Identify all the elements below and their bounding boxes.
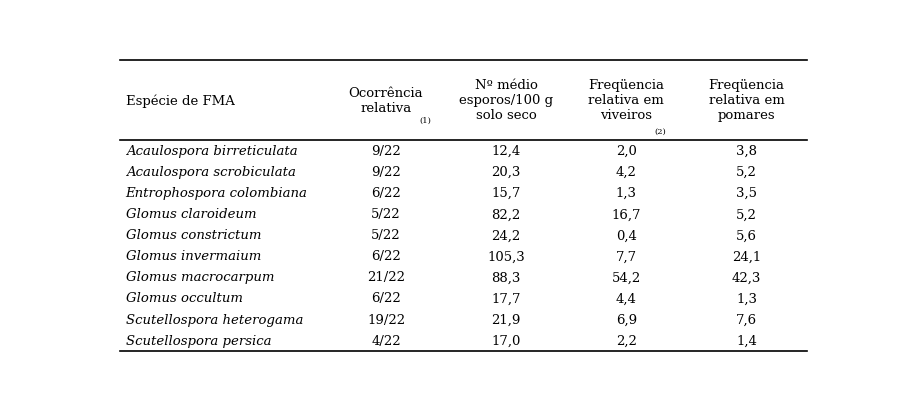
Text: Entrophospora colombiana: Entrophospora colombiana xyxy=(126,187,307,200)
Text: 5/22: 5/22 xyxy=(371,208,400,221)
Text: 82,2: 82,2 xyxy=(491,208,520,221)
Text: 6/22: 6/22 xyxy=(371,250,401,263)
Text: 7,6: 7,6 xyxy=(735,313,756,326)
Text: 24,1: 24,1 xyxy=(731,250,760,263)
Text: Ocorrência
relativa: Ocorrência relativa xyxy=(349,87,423,115)
Text: 24,2: 24,2 xyxy=(491,229,520,242)
Text: 1,4: 1,4 xyxy=(735,334,756,347)
Text: Glomus macrocarpum: Glomus macrocarpum xyxy=(126,271,274,284)
Text: 6/22: 6/22 xyxy=(371,292,401,305)
Text: (2): (2) xyxy=(654,128,666,136)
Text: 4/22: 4/22 xyxy=(371,334,400,347)
Text: 21,9: 21,9 xyxy=(491,313,520,326)
Text: 5,2: 5,2 xyxy=(735,166,756,179)
Text: 19/22: 19/22 xyxy=(367,313,405,326)
Text: 5,2: 5,2 xyxy=(735,208,756,221)
Text: 0,4: 0,4 xyxy=(615,229,636,242)
Text: 9/22: 9/22 xyxy=(371,145,401,158)
Text: 3,8: 3,8 xyxy=(735,145,756,158)
Text: 5/22: 5/22 xyxy=(371,229,400,242)
Text: 20,3: 20,3 xyxy=(491,166,520,179)
Text: 17,0: 17,0 xyxy=(491,334,520,347)
Text: 1,3: 1,3 xyxy=(615,187,636,200)
Text: 7,7: 7,7 xyxy=(615,250,637,263)
Text: 12,4: 12,4 xyxy=(491,145,520,158)
Text: Glomus occultum: Glomus occultum xyxy=(126,292,242,305)
Text: Nº médio
esporos/100 g
solo seco: Nº médio esporos/100 g solo seco xyxy=(459,79,553,122)
Text: 1,3: 1,3 xyxy=(735,292,756,305)
Text: Scutellospora persica: Scutellospora persica xyxy=(126,334,271,347)
Text: 42,3: 42,3 xyxy=(731,271,760,284)
Text: 88,3: 88,3 xyxy=(491,271,520,284)
Text: Freqüencia
relativa em
viveiros: Freqüencia relativa em viveiros xyxy=(588,79,664,122)
Text: 15,7: 15,7 xyxy=(491,187,520,200)
Text: 3,5: 3,5 xyxy=(735,187,756,200)
Text: 17,7: 17,7 xyxy=(491,292,520,305)
Text: 9/22: 9/22 xyxy=(371,166,401,179)
Text: 16,7: 16,7 xyxy=(611,208,640,221)
Text: 4,4: 4,4 xyxy=(615,292,636,305)
Text: Glomus constrictum: Glomus constrictum xyxy=(126,229,261,242)
Text: 105,3: 105,3 xyxy=(487,250,525,263)
Text: (1): (1) xyxy=(419,117,431,125)
Text: 54,2: 54,2 xyxy=(611,271,640,284)
Text: Scutellospora heterogama: Scutellospora heterogama xyxy=(126,313,303,326)
Text: Glomus claroideum: Glomus claroideum xyxy=(126,208,256,221)
Text: 2,0: 2,0 xyxy=(615,145,636,158)
Text: Acaulospora scrobiculata: Acaulospora scrobiculata xyxy=(126,166,295,179)
Text: Espécie de FMA: Espécie de FMA xyxy=(126,94,234,107)
Text: Freqüencia
relativa em
pomares: Freqüencia relativa em pomares xyxy=(708,79,784,122)
Text: 6,9: 6,9 xyxy=(615,313,637,326)
Text: 5,6: 5,6 xyxy=(735,229,756,242)
Text: Glomus invermaium: Glomus invermaium xyxy=(126,250,261,263)
Text: 4,2: 4,2 xyxy=(615,166,636,179)
Text: 6/22: 6/22 xyxy=(371,187,401,200)
Text: Acaulospora birreticulata: Acaulospora birreticulata xyxy=(126,145,297,158)
Text: 2,2: 2,2 xyxy=(615,334,636,347)
Text: 21/22: 21/22 xyxy=(367,271,405,284)
